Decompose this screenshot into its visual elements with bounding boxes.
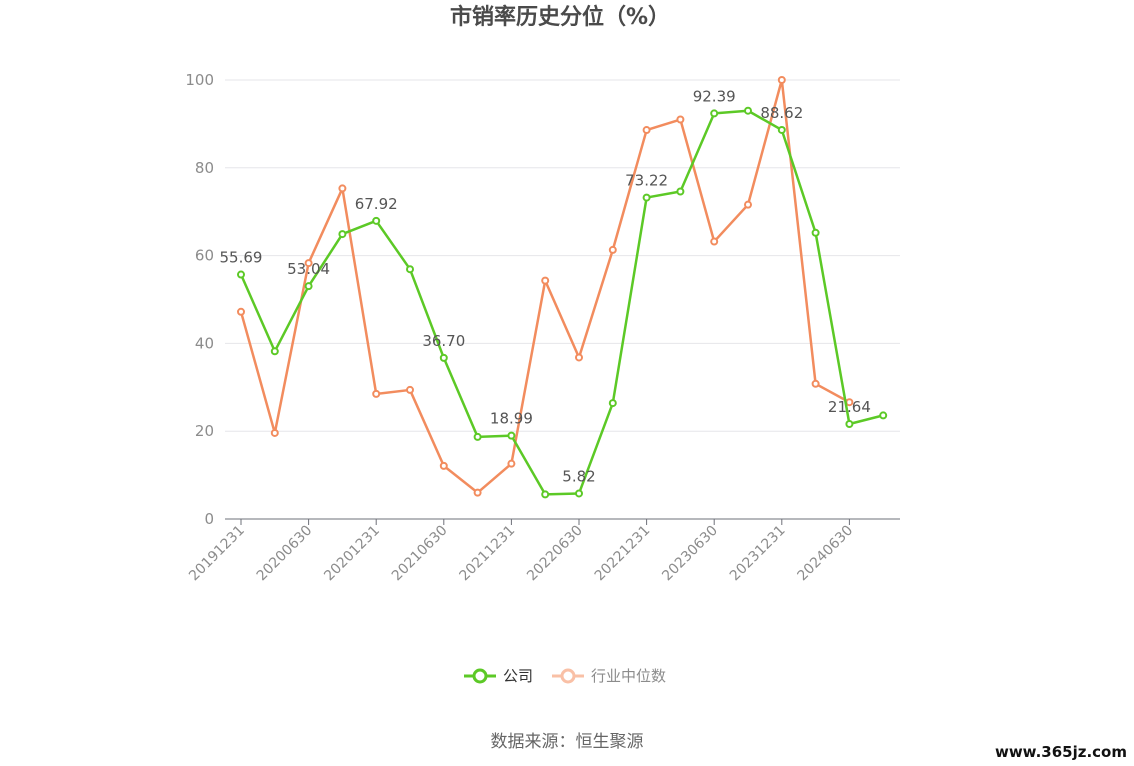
data-point-0 [845, 420, 854, 429]
data-label: 21.64 [828, 398, 871, 416]
data-point-1 [507, 459, 516, 468]
y-tick-label: 20 [195, 422, 214, 440]
data-point-1 [439, 461, 448, 470]
data-point-0 [777, 125, 786, 134]
data-label: 5.82 [562, 467, 595, 485]
data-point-0 [372, 216, 381, 225]
y-axis-ticks: 0 20 40 60 80 100 [185, 71, 214, 528]
data-point-0 [270, 347, 279, 356]
x-tick-label: 20230630 [659, 523, 721, 585]
data-point-0 [744, 106, 752, 115]
data-point-1 [338, 184, 347, 193]
x-tick-label: 20211231 [457, 523, 519, 585]
data-point-1 [642, 126, 651, 135]
x-tick-label: 20201231 [321, 523, 383, 585]
data-point-0 [338, 230, 347, 239]
data-point-0 [575, 489, 583, 498]
data-point-1 [744, 200, 752, 209]
x-tick-label: 20231231 [727, 523, 789, 585]
series-group [237, 76, 888, 499]
x-tick-label: 20240630 [795, 523, 857, 585]
x-tick-label: 20220630 [524, 523, 586, 585]
y-tick-label: 60 [195, 247, 214, 265]
legend-item-company[interactable]: 公司 [464, 667, 533, 685]
x-axis: 20191231 20200630 20201231 20210630 20211231… [186, 518, 900, 585]
data-point-1 [406, 385, 414, 394]
data-point-1 [676, 115, 685, 124]
data-label: 18.99 [490, 410, 533, 428]
data-point-0 [879, 411, 888, 420]
y-tick-label: 100 [185, 71, 214, 89]
data-label: 67.92 [355, 195, 398, 213]
data-point-1 [608, 245, 617, 254]
legend-label-company: 公司 [503, 667, 533, 685]
source-text: 数据来源：恒生聚源 [491, 732, 644, 752]
x-tick-label: 20210630 [389, 523, 451, 585]
data-point-0 [676, 187, 685, 196]
data-point-1 [270, 428, 279, 437]
data-point-1 [541, 276, 550, 285]
data-point-1 [473, 488, 482, 497]
data-label: 36.70 [422, 332, 465, 350]
data-label: 92.39 [693, 87, 736, 105]
data-point-0 [304, 282, 313, 291]
grid-lines [225, 79, 900, 432]
legend: 公司 行业中位数 [464, 667, 666, 685]
x-tick-label: 20200630 [254, 523, 316, 585]
data-point-1 [372, 389, 381, 398]
data-point-0 [642, 193, 651, 202]
data-point-0 [811, 228, 820, 237]
data-point-0 [439, 353, 448, 362]
data-labels: 55.69 53.04 67.92 36.70 18.99 5.82 73.22 92.39 8… [220, 87, 871, 485]
data-point-1 [304, 259, 313, 268]
legend-item-industry[interactable]: 行业中位数 [552, 667, 666, 685]
data-point-0 [473, 432, 482, 441]
data-point-1 [237, 307, 245, 316]
data-point-1 [575, 353, 583, 362]
x-tick-label: 20221231 [592, 523, 654, 585]
data-point-1 [710, 237, 719, 246]
chart-title: 市销率历史分位（%） [450, 4, 670, 30]
data-point-0 [541, 490, 550, 499]
y-tick-label: 0 [204, 510, 214, 528]
watermark: www.365jz.com [995, 743, 1127, 761]
y-tick-label: 40 [195, 334, 214, 352]
data-point-0 [710, 109, 719, 118]
data-label: 55.69 [220, 249, 263, 267]
legend-marker-industry [560, 668, 576, 684]
data-point-1 [777, 76, 786, 84]
data-point-0 [237, 270, 245, 279]
data-label: 73.22 [625, 172, 668, 190]
legend-label-industry: 行业中位数 [591, 667, 666, 685]
data-point-0 [507, 431, 516, 440]
data-label: 53.04 [287, 260, 330, 278]
y-tick-label: 80 [195, 159, 214, 177]
x-tick-label: 20191231 [186, 523, 248, 585]
legend-marker-company [472, 668, 488, 684]
data-point-0 [406, 265, 414, 274]
data-label: 88.62 [760, 104, 803, 122]
series-line-0 [239, 109, 884, 496]
data-point-1 [811, 379, 820, 388]
data-point-0 [608, 399, 617, 408]
